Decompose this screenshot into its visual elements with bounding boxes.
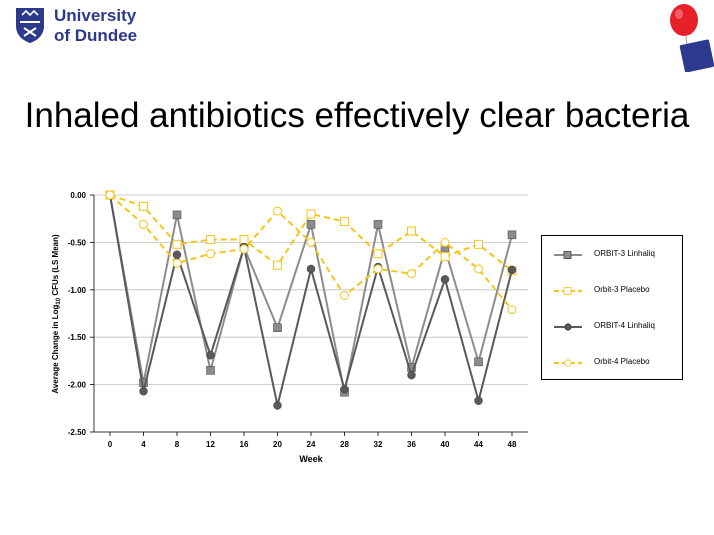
x-axis-label: Week bbox=[299, 454, 323, 464]
legend-swatch bbox=[554, 359, 582, 367]
x-tick-label: 0 bbox=[108, 440, 113, 449]
data-point bbox=[507, 305, 517, 315]
data-point bbox=[407, 269, 416, 279]
data-point bbox=[206, 235, 215, 245]
legend-label: ORBIT-3 Linhaliq bbox=[594, 249, 655, 258]
university-name-line2: of Dundee bbox=[54, 26, 138, 45]
legend-item: ORBIT-4 Linhaliq bbox=[552, 320, 682, 334]
series-3 bbox=[105, 190, 517, 315]
series-line bbox=[109, 194, 513, 272]
british-lung-foundation-logo bbox=[670, 4, 714, 72]
data-point bbox=[407, 226, 416, 236]
data-point bbox=[206, 249, 215, 259]
x-tick-label: 16 bbox=[240, 440, 249, 449]
data-point bbox=[172, 239, 182, 249]
legend-swatch bbox=[554, 323, 582, 331]
line-chart: 0.00-0.50-1.00-1.50-2.00-2.500 4 8 12 16 20 24… bbox=[51, 190, 528, 464]
legend-marker bbox=[564, 323, 572, 331]
legend-label: Orbit-3 Placebo bbox=[594, 285, 650, 294]
data-point bbox=[239, 235, 249, 245]
university-name-line1: University bbox=[54, 6, 137, 25]
y-tick-label: -1.00 bbox=[68, 286, 87, 295]
university-crest-icon bbox=[16, 8, 44, 43]
data-point bbox=[373, 249, 383, 259]
legend-label: ORBIT-4 Linhaliq bbox=[594, 321, 655, 330]
y-axis-label-subscript: 10 bbox=[56, 297, 62, 304]
chart-grid bbox=[94, 194, 528, 433]
data-point bbox=[306, 220, 316, 229]
x-tick-label: 24 bbox=[307, 440, 316, 449]
legend-swatch bbox=[554, 251, 582, 259]
x-tick-label: 20 bbox=[273, 440, 282, 449]
legend-marker bbox=[563, 287, 572, 295]
data-point bbox=[139, 219, 148, 229]
legend-item: Orbit-3 Placebo bbox=[552, 284, 682, 298]
data-point bbox=[340, 385, 349, 394]
data-point bbox=[239, 244, 249, 254]
data-point bbox=[340, 217, 349, 227]
data-point bbox=[507, 265, 517, 275]
legend-swatch bbox=[554, 287, 582, 295]
data-point bbox=[507, 230, 517, 240]
y-tick-label: 0.00 bbox=[70, 191, 86, 200]
data-point bbox=[306, 264, 316, 274]
data-point bbox=[273, 206, 282, 216]
legend-marker bbox=[564, 359, 572, 367]
x-tick-label: 4 bbox=[141, 440, 146, 449]
data-point bbox=[474, 239, 483, 249]
legend-item: Orbit-4 Placebo bbox=[552, 356, 682, 370]
chart-legend: ORBIT-3 Linhaliq Orbit-3 Placebo ORBIT-4 L… bbox=[541, 235, 683, 380]
data-point bbox=[273, 323, 282, 332]
data-point bbox=[105, 190, 115, 200]
y-tick-label: -0.50 bbox=[68, 238, 87, 247]
data-point bbox=[139, 201, 148, 211]
legend-label: Orbit-4 Placebo bbox=[594, 357, 650, 366]
data-point bbox=[440, 237, 450, 247]
x-tick-label: 28 bbox=[340, 440, 349, 449]
x-tick-label: 40 bbox=[441, 440, 450, 449]
y-axis-label-rest: CFUs (LS Mean) bbox=[51, 234, 60, 298]
x-tick-label: 32 bbox=[374, 440, 383, 449]
slide-title: Inhaled antibiotics effectively clear ba… bbox=[24, 96, 690, 135]
data-point bbox=[306, 209, 316, 219]
legend-item: ORBIT-3 Linhaliq bbox=[552, 248, 682, 262]
data-point bbox=[172, 210, 182, 220]
x-tick-label: 12 bbox=[206, 440, 215, 449]
university-name: University of Dundee bbox=[54, 6, 137, 46]
data-point bbox=[373, 264, 383, 274]
data-point bbox=[474, 396, 483, 405]
y-tick-label: -2.00 bbox=[68, 381, 87, 390]
legend-marker bbox=[563, 251, 572, 259]
data-point bbox=[340, 290, 349, 300]
data-point bbox=[373, 220, 383, 229]
data-point bbox=[474, 357, 483, 367]
university-logo: University of Dundee bbox=[14, 4, 154, 48]
data-point bbox=[273, 260, 282, 270]
data-point bbox=[440, 252, 450, 262]
data-point bbox=[139, 386, 148, 396]
data-point bbox=[172, 250, 182, 259]
data-point bbox=[206, 350, 215, 360]
data-point bbox=[273, 401, 282, 410]
data-point bbox=[440, 275, 450, 284]
data-point bbox=[474, 264, 483, 274]
data-point bbox=[172, 258, 182, 268]
x-tick-label: 36 bbox=[407, 440, 416, 449]
chart-series bbox=[105, 190, 517, 410]
y-axis-label-main: Average Change in Log bbox=[51, 304, 60, 393]
x-tick-label: 44 bbox=[474, 440, 483, 449]
data-point bbox=[407, 370, 416, 380]
y-axis-label: Average Change in Log10 CFUs (LS Mean) bbox=[51, 234, 62, 394]
chart-axes: 0.00-0.50-1.00-1.50-2.00-2.500 4 8 12 16 20 24… bbox=[68, 191, 528, 449]
y-tick-label: -2.50 bbox=[68, 428, 87, 437]
data-point bbox=[206, 366, 215, 375]
y-tick-label: -1.50 bbox=[68, 333, 87, 342]
x-tick-label: 8 bbox=[175, 440, 180, 449]
data-point bbox=[306, 237, 316, 247]
x-tick-label: 48 bbox=[508, 440, 517, 449]
